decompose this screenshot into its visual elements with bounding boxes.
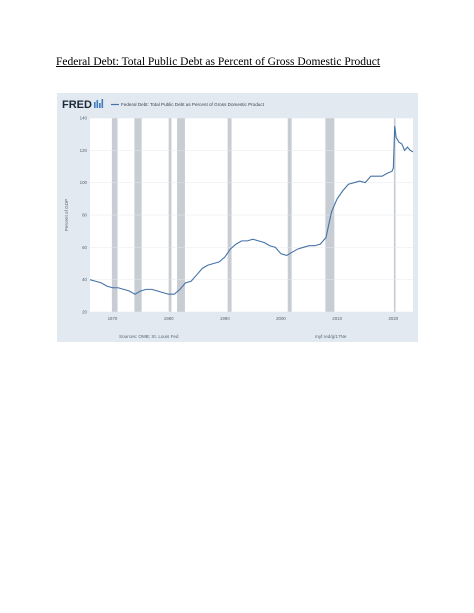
x-tick-label: 1980 [164, 316, 174, 321]
y-tick-label: 80 [82, 213, 87, 218]
y-axis-ticks: 20 40 60 80 100 120 140 [80, 116, 88, 315]
chart-url: myf.red/g/17Ne [315, 334, 347, 339]
chart-svg: FRED Federal Debt: Total Public Debt as … [62, 99, 414, 339]
y-tick-label: 20 [82, 310, 87, 315]
x-tick-label: 2020 [388, 316, 398, 321]
legend-label: Federal Debt: Total Public Debt as Perce… [121, 102, 265, 107]
series-line [89, 126, 414, 295]
document-title: Federal Debt: Total Public Debt as Perce… [56, 56, 381, 68]
grid-lines [90, 117, 413, 313]
sources-note: Sources: OMB; St. Louis Fed [119, 334, 179, 339]
y-tick-label: 60 [82, 245, 87, 250]
x-tick-label: 2010 [332, 316, 342, 321]
fred-logo: FRED [62, 99, 92, 111]
y-tick-label: 140 [80, 116, 88, 121]
y-tick-label: 100 [80, 180, 88, 185]
x-tick-label: 1990 [220, 316, 230, 321]
x-tick-label: 2000 [276, 316, 286, 321]
y-tick-label: 120 [80, 148, 88, 153]
y-axis-label: Percent of GDP [64, 199, 69, 231]
y-tick-label: 40 [82, 277, 87, 282]
fred-logo-mark-icon [94, 99, 104, 108]
fred-chart: FRED Federal Debt: Total Public Debt as … [57, 93, 418, 342]
x-axis-ticks: 1970 1980 1990 2000 2010 2020 [108, 316, 399, 321]
x-tick-label: 1970 [108, 316, 118, 321]
